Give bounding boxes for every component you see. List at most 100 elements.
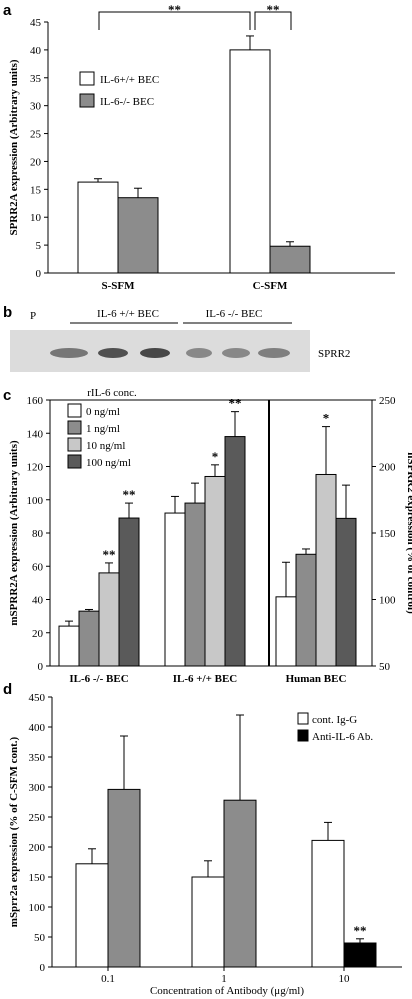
x-axis-title: Concentration of Antibody (μg/ml): [150, 985, 304, 997]
significance-label: **: [267, 2, 280, 17]
legend-label: Anti-IL-6 Ab.: [312, 731, 373, 743]
y-tick-label: 0: [40, 962, 46, 974]
bar: [269, 245, 311, 274]
legend-label: 1 ng/ml: [86, 423, 120, 435]
y-tick-label: 20: [30, 156, 42, 168]
category-label: IL-6 +/+ BEC: [173, 673, 238, 685]
y-tick-label: 400: [29, 722, 46, 734]
legend-swatch: [67, 420, 82, 435]
significance-label: **: [103, 547, 116, 562]
y2-tick-label: 200: [379, 462, 396, 474]
panel-d-letter: d: [3, 681, 12, 698]
y-tick-label: 300: [29, 782, 46, 794]
bar: [107, 788, 141, 968]
category-label: C-SFM: [253, 280, 288, 292]
y-tick-label: 100: [29, 902, 46, 914]
y2-tick-label: 100: [379, 595, 396, 607]
bar: [117, 197, 159, 274]
bar: [75, 863, 109, 968]
y-tick-label: 50: [34, 932, 46, 944]
y-tick-label: 250: [29, 812, 46, 824]
significance-label: *: [212, 449, 219, 464]
bar: [275, 596, 297, 667]
panel-c-chart: c 0 20 40 60 80 100 120 140 160 50 100 150 200 250 mSP…: [3, 387, 412, 685]
bar: [204, 475, 226, 667]
legend-swatch: [79, 71, 95, 86]
y-tick-label: 450: [29, 692, 46, 704]
bar: [295, 553, 317, 667]
legend-label: IL-6-/- BEC: [100, 96, 154, 108]
y-tick-label: 350: [29, 752, 46, 764]
y-tick-label: 40: [30, 45, 42, 57]
y2-tick-label: 250: [379, 395, 396, 407]
significance-label: *: [323, 411, 330, 426]
y-tick-label: 20: [32, 628, 44, 640]
y-axis-title: mSPRR2A expression (Arbitrary units): [8, 440, 20, 626]
panel-a-chart: a 0 5 10 15 20 25 30 35 40 45 SPRR2A expression (A…: [3, 2, 395, 292]
y-tick-label: 45: [30, 17, 42, 29]
panel-b-letter: b: [3, 304, 12, 321]
y-tick-label: 35: [30, 73, 42, 85]
x-tick-label: 0.1: [101, 973, 115, 985]
significance-label: **: [354, 923, 367, 938]
significance-bracket: [98, 11, 251, 30]
band-label: SPRR2: [318, 348, 350, 360]
lane-label-ko: IL-6 -/- BEC: [206, 308, 263, 320]
y-tick-label: 0: [38, 661, 44, 673]
category-label: S-SFM: [102, 280, 136, 292]
legend-label: 100 ng/ml: [86, 457, 131, 469]
y-tick-label: 100: [27, 495, 44, 507]
x-tick-label: 1: [221, 973, 227, 985]
y2-tick-label: 50: [379, 661, 391, 673]
blot-band: [186, 348, 212, 358]
bar: [335, 517, 357, 667]
bar: [78, 610, 100, 667]
significance-label: **: [168, 2, 181, 17]
y-tick-label: 80: [32, 528, 44, 540]
blot-band: [98, 348, 128, 358]
legend-title: rIL-6 conc.: [87, 387, 137, 399]
bar: [191, 876, 225, 968]
y2-tick-label: 150: [379, 528, 396, 540]
panel-c-letter: c: [3, 387, 11, 404]
significance-bracket: [254, 11, 292, 30]
bar: [98, 572, 120, 667]
significance-label: **: [229, 396, 242, 411]
bar: [229, 49, 271, 274]
y-tick-label: 25: [30, 129, 42, 141]
legend-label: cont. Ig-G: [312, 714, 357, 726]
bar: [164, 512, 186, 667]
y-tick-label: 160: [27, 395, 44, 407]
legend-label: 0 ng/ml: [86, 406, 120, 418]
legend-label: 10 ng/ml: [86, 440, 125, 452]
legend-swatch: [67, 437, 82, 452]
blot-band: [258, 348, 290, 358]
panel-d-chart: d 0 50 100 150 200 250 300 350 400 450 mSprr2a exp…: [3, 681, 402, 997]
legend-swatch: [79, 93, 95, 108]
category-label: IL-6 -/- BEC: [69, 673, 128, 685]
category-label: Human BEC: [286, 673, 347, 685]
legend-swatch: [67, 403, 82, 418]
y-tick-label: 40: [32, 595, 44, 607]
lane-label-p: P: [30, 310, 36, 322]
significance-label: **: [123, 487, 136, 502]
blot-band: [140, 348, 170, 358]
legend-swatch: [67, 454, 82, 469]
legend-swatch: [297, 729, 309, 742]
legend-swatch: [297, 712, 309, 725]
y-tick-label: 140: [27, 428, 44, 440]
y-axis-title: mSprr2a expression (% of C-SFM cont.): [8, 736, 20, 927]
y-tick-label: 60: [32, 561, 44, 573]
legend-label: IL-6+/+ BEC: [100, 74, 159, 86]
bar: [184, 502, 206, 667]
bar: [224, 436, 246, 667]
bar: [315, 473, 337, 667]
y2-axis-title: hSPRR2 expression (% of control): [405, 452, 412, 614]
y-tick-label: 30: [30, 101, 42, 113]
lane-label-wt: IL-6 +/+ BEC: [97, 308, 159, 320]
bar: [311, 839, 345, 968]
y-tick-label: 150: [29, 872, 46, 884]
y-tick-label: 120: [27, 462, 44, 474]
bar: [58, 625, 80, 667]
y-tick-label: 15: [30, 184, 42, 196]
